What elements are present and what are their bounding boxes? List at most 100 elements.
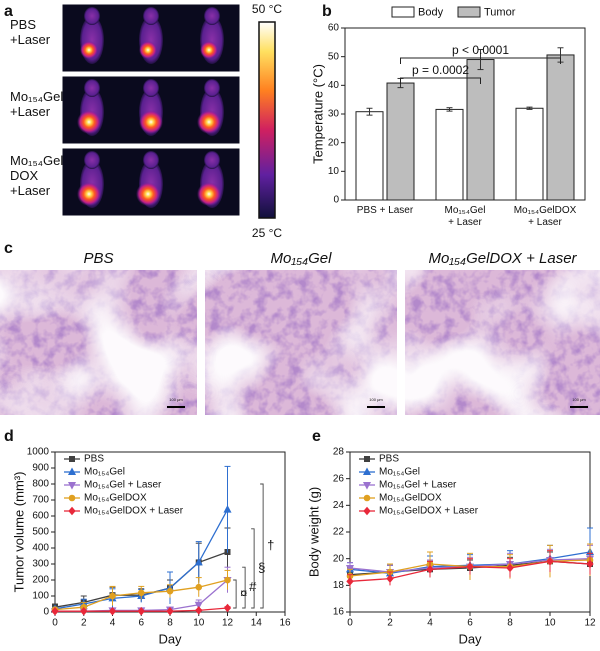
x-tick-label: 2	[387, 618, 393, 629]
row-label: Mo₁₅₄Gel DOX +Laser	[10, 153, 64, 198]
mouse-head	[143, 7, 159, 25]
y-tick-label: 10	[328, 166, 340, 177]
hot-spot	[200, 41, 218, 59]
mouse-head	[84, 151, 100, 169]
image-title: Mo₁₅₄GelDOX + Laser	[428, 250, 577, 267]
image-title: PBS	[83, 250, 113, 267]
significance-bracket	[251, 528, 255, 609]
mouse-head	[204, 151, 220, 169]
bar	[515, 107, 544, 201]
y-tick-label: 60	[328, 23, 340, 34]
marker	[137, 606, 145, 616]
marker	[109, 592, 116, 600]
panel-label: c	[4, 240, 13, 257]
hot-spot	[139, 41, 157, 59]
significance-bracket	[400, 57, 561, 64]
x-tick-label: 6	[467, 618, 473, 629]
bar	[435, 108, 464, 201]
scale-bar-label: 100 μm	[369, 397, 383, 402]
significance-label: p = 0.0002	[412, 63, 469, 77]
legend-label: PBS	[379, 454, 399, 465]
scale-bar-label: 100 μm	[169, 397, 183, 402]
y-tick-label: 600	[32, 511, 49, 522]
row-label: PBS +Laser	[10, 17, 51, 47]
legend-label: Tumor	[484, 6, 516, 18]
marker	[166, 606, 174, 616]
x-tick-label: 4	[427, 618, 433, 629]
y-axis-label: Body weight (g)	[306, 487, 321, 577]
marker	[426, 565, 434, 574]
significance-bracket	[242, 566, 246, 609]
marker	[386, 574, 394, 583]
colorbar-min: 25 °C	[252, 226, 282, 240]
x-tick-label: 10	[544, 618, 556, 629]
significance-bracket	[260, 483, 264, 609]
marker	[224, 576, 231, 584]
marker	[195, 606, 203, 615]
x-axis-label: Day	[158, 631, 182, 646]
y-tick-label: 50	[328, 51, 340, 62]
legend-marker	[364, 456, 370, 462]
y-tick-label: 700	[32, 495, 49, 506]
y-tick-label: 18	[333, 580, 345, 591]
hot-spot	[197, 110, 221, 134]
panel-label: b	[322, 3, 332, 20]
mouse-head	[204, 7, 220, 25]
bar	[546, 54, 575, 201]
hot-spot	[80, 41, 98, 59]
y-tick-label: 100	[32, 591, 49, 602]
x-tick-label: 0	[52, 618, 58, 629]
panel-label: d	[4, 428, 14, 445]
x-tick-label: 2	[81, 618, 87, 629]
legend-marker	[362, 482, 372, 490]
mouse-head	[84, 79, 100, 97]
marker	[546, 557, 554, 566]
histology-gaps	[0, 270, 197, 415]
bar	[355, 111, 384, 201]
x-tick-label: 8	[167, 618, 173, 629]
significance-mark: †	[267, 537, 274, 552]
y-tick-label: 200	[32, 575, 49, 586]
y-tick-label: 300	[32, 559, 49, 570]
y-tick-label: 1000	[27, 447, 50, 458]
x-tick-label: Mo₁₅₄Gel + Laser	[444, 205, 486, 228]
legend-marker	[68, 494, 76, 502]
marker	[108, 606, 117, 616]
histology-gaps	[405, 270, 600, 415]
marker	[346, 577, 354, 586]
legend-label: Body	[418, 6, 444, 18]
marker	[506, 563, 514, 573]
significance-label: p < 0.0001	[452, 43, 509, 57]
legend-marker	[67, 482, 77, 490]
y-tick-label: 28	[333, 447, 345, 458]
y-tick-label: 0	[333, 195, 339, 206]
legend-label: Mo₁₅₄Gel + Laser	[379, 480, 457, 491]
legend-label: Mo₁₅₄Gel + Laser	[84, 480, 162, 491]
y-tick-label: 400	[32, 543, 49, 554]
x-tick-label: 12	[584, 618, 596, 629]
x-tick-label: 8	[507, 618, 513, 629]
legend-marker	[69, 456, 75, 462]
x-tick-label: 16	[279, 618, 291, 629]
y-tick-label: 20	[328, 137, 340, 148]
legend-label: Mo₁₅₄GelDOX + Laser	[379, 506, 479, 517]
legend-swatch	[391, 6, 415, 18]
mouse-head	[204, 79, 220, 97]
legend-label: PBS	[84, 454, 104, 465]
x-axis-label: Day	[458, 631, 482, 646]
y-tick-label: 20	[333, 553, 345, 564]
y-tick-label: 16	[333, 607, 345, 618]
hot-spot	[77, 110, 101, 134]
significance-mark: ¤	[240, 585, 247, 600]
y-tick-label: 24	[333, 500, 345, 511]
marker	[223, 603, 232, 613]
bar	[386, 82, 415, 201]
marker	[80, 606, 88, 616]
marker	[51, 606, 59, 616]
legend-marker	[67, 467, 77, 475]
x-tick-label: 14	[251, 618, 263, 629]
significance-mark: §	[258, 560, 265, 575]
y-axis-label: Tumor volume (mm³)	[11, 472, 26, 593]
